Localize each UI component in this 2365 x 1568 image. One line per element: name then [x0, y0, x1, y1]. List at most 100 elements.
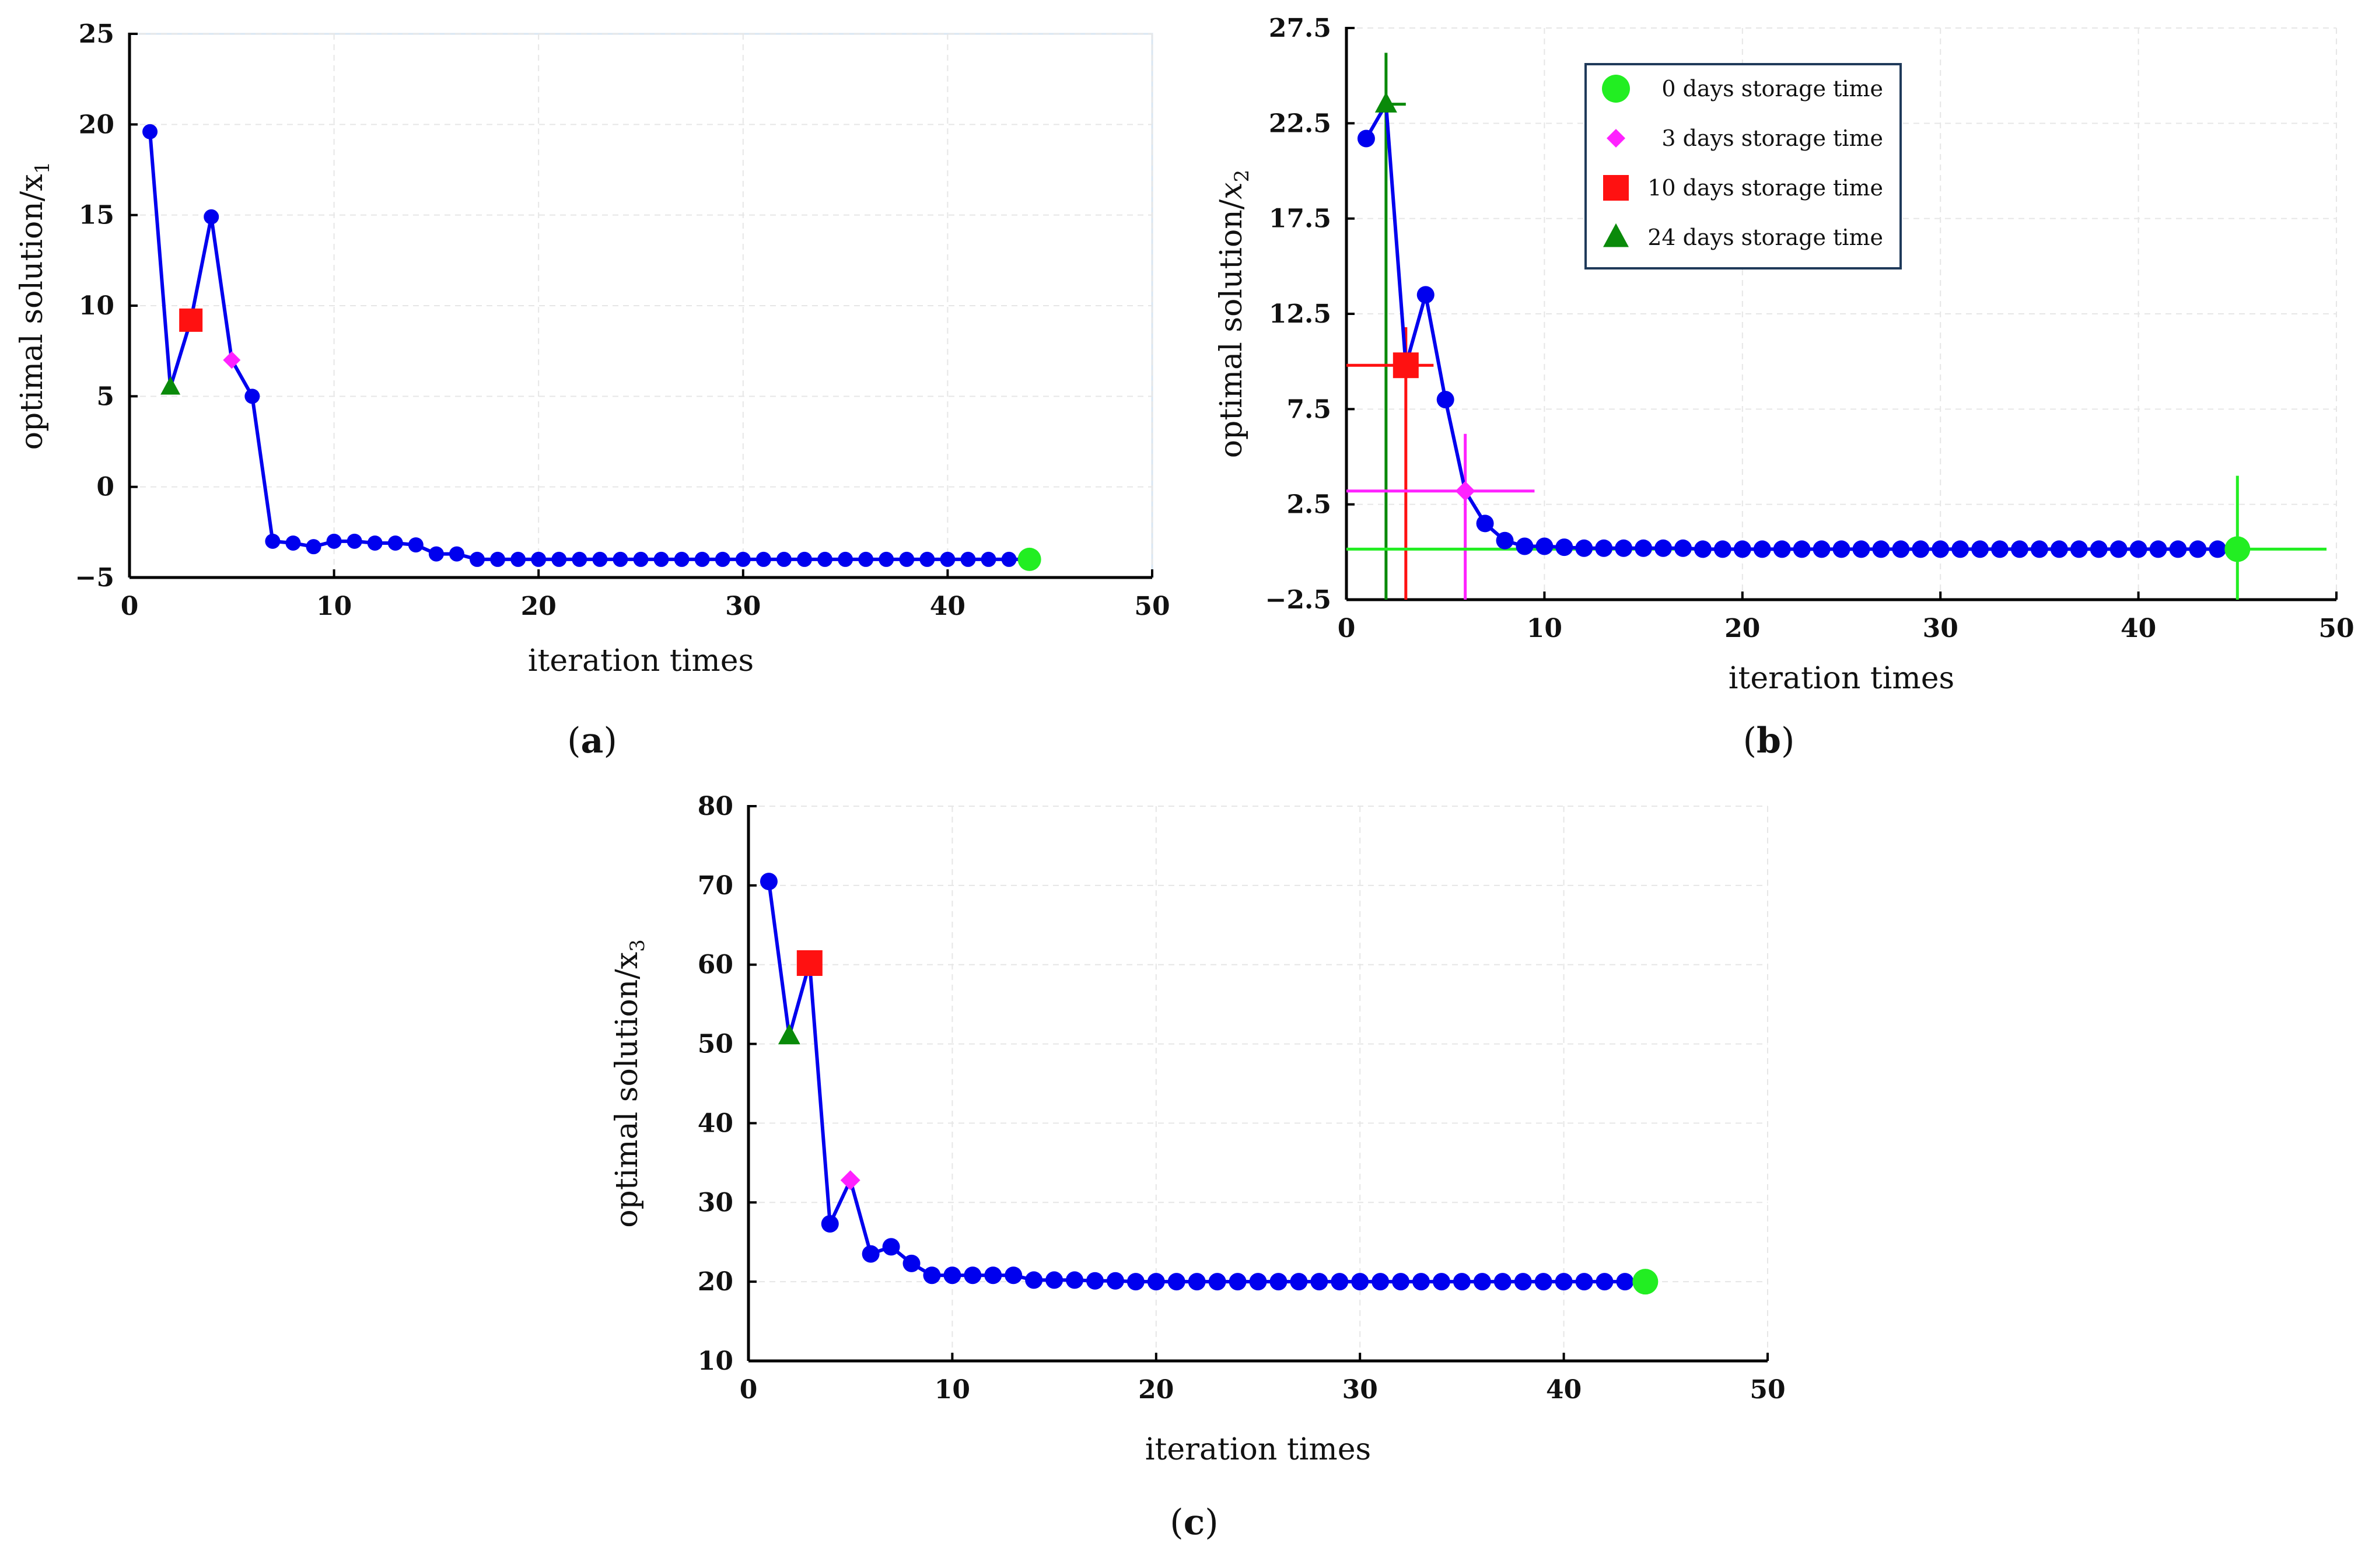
series-point — [2070, 540, 2088, 558]
series-point — [862, 1245, 880, 1263]
series-point — [572, 551, 587, 567]
x-axis-label: iteration times — [1729, 661, 1954, 696]
series-point — [1045, 1271, 1063, 1289]
series-point — [1932, 540, 1950, 558]
marker-circle — [2224, 536, 2251, 562]
x-tick-label: 0 — [121, 592, 139, 621]
y-axis-label: optimal solution/x1 — [15, 162, 54, 450]
series-point — [1331, 1273, 1349, 1291]
plot-frame — [128, 33, 1153, 579]
series-point — [1351, 1273, 1369, 1291]
y-tick-label: 0 — [96, 473, 114, 502]
series-point — [265, 533, 281, 549]
legend-label: 0 days storage time — [1661, 76, 1883, 102]
series-point — [899, 551, 915, 567]
x-tick-label: 50 — [1134, 592, 1170, 621]
x-tick-label: 10 — [935, 1375, 970, 1405]
panel-caption: (c) — [1170, 1502, 1218, 1543]
series-point — [1290, 1273, 1308, 1291]
legend-diamond-icon — [1607, 129, 1625, 148]
x-tick-label: 20 — [1138, 1375, 1174, 1405]
series-point — [1951, 540, 1969, 558]
series-line — [767, 881, 1646, 1284]
series-point — [2149, 540, 2167, 558]
series-point — [1432, 1273, 1450, 1291]
series-point — [1269, 1273, 1288, 1291]
series-point — [1555, 538, 1573, 556]
series-point — [1001, 551, 1017, 567]
series-point — [817, 551, 833, 567]
series-point — [1208, 1273, 1226, 1291]
series-point — [1392, 1273, 1410, 1291]
series-line — [148, 131, 1030, 561]
series-point — [796, 551, 812, 567]
panel-b: 0 10 20 30 40 50 −2.5 2.5 7.5 12.5 17.5 22.5 27.5 ite… — [1214, 13, 2354, 761]
series-point — [1872, 540, 1890, 558]
y-axis-label-main: optimal solution/x — [15, 174, 50, 450]
series-point — [2030, 540, 2048, 558]
y-tick-label: 10 — [79, 291, 114, 321]
y-tick-label: 30 — [698, 1188, 733, 1217]
series-point — [408, 537, 424, 553]
marker-square — [796, 950, 823, 976]
y-axis-label-sub: 1 — [31, 162, 54, 174]
series-point — [755, 551, 771, 567]
series-point — [1453, 1273, 1471, 1291]
caption-letter: c — [1184, 1502, 1205, 1543]
caption-open: ( — [1170, 1502, 1183, 1543]
panel-caption: (b) — [1743, 720, 1795, 761]
marker-diamond — [223, 351, 241, 369]
series-point — [1188, 1273, 1206, 1291]
series-point — [735, 551, 751, 567]
series-point — [1514, 1273, 1532, 1291]
marker-circle — [1632, 1269, 1659, 1295]
series-point — [760, 873, 778, 891]
series-point — [1086, 1272, 1104, 1290]
series-point — [1167, 1273, 1185, 1291]
x-tick-label: 20 — [1724, 614, 1760, 643]
x-axis-label: iteration times — [1145, 1432, 1371, 1467]
series-point — [1496, 531, 1514, 550]
marker-diamond — [840, 1170, 860, 1191]
x-tick-label: 10 — [316, 592, 352, 621]
y-axis-label-sub: 3 — [626, 939, 649, 952]
series-point — [1713, 540, 1731, 558]
y-tick-label: 7.5 — [1286, 394, 1331, 424]
y-tick-label: 12.5 — [1269, 299, 1331, 329]
x-tick-label: 40 — [2121, 614, 2156, 643]
series-point — [879, 551, 894, 567]
panel-caption: (a) — [567, 720, 617, 761]
series-point — [1473, 1273, 1491, 1291]
marker-triangle — [1374, 92, 1397, 113]
legend-label: 3 days storage time — [1661, 125, 1883, 151]
series-point — [326, 533, 342, 549]
marker-triangle — [160, 376, 181, 395]
series-point — [1635, 539, 1653, 557]
y-tick-label: 22.5 — [1269, 108, 1331, 138]
series-point — [964, 1266, 982, 1284]
series-point — [1516, 537, 1534, 555]
y-tick-label: 50 — [698, 1030, 733, 1059]
x-tick-label: 50 — [2318, 614, 2354, 643]
series-point — [858, 551, 874, 567]
series-point — [204, 209, 219, 225]
legend-box — [1584, 63, 1902, 270]
y-tick-label: 5 — [96, 382, 114, 411]
y-tick-label: 27.5 — [1269, 13, 1331, 43]
marker-triangle — [778, 1024, 800, 1045]
series-point — [919, 551, 935, 567]
series-point — [306, 539, 321, 555]
series-point — [244, 388, 260, 404]
x-tick-label: 30 — [1923, 614, 1958, 643]
x-tick-label: 40 — [1546, 1375, 1582, 1405]
series-point — [2109, 540, 2128, 558]
series-point — [347, 533, 362, 549]
caption-open: ( — [567, 720, 580, 761]
caption-open: ( — [1743, 720, 1757, 761]
y-tick-label: 70 — [698, 871, 733, 901]
x-tick-label: 50 — [1750, 1375, 1785, 1405]
legend-square-icon — [1603, 175, 1629, 201]
series-point — [1615, 539, 1633, 557]
